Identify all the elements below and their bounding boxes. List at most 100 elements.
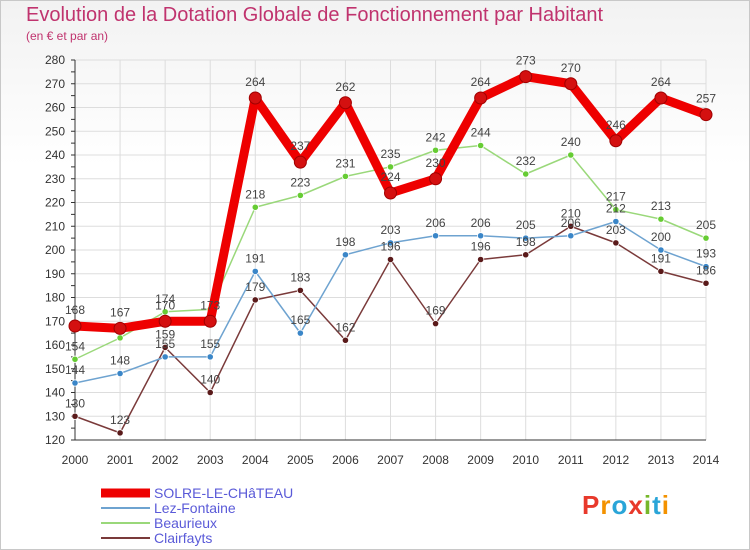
data-label: 203 bbox=[380, 223, 400, 237]
series-point bbox=[296, 286, 304, 294]
data-label: 217 bbox=[606, 190, 626, 204]
series-point bbox=[71, 355, 79, 363]
data-label: 173 bbox=[200, 298, 220, 312]
y-tick-label: 200 bbox=[45, 243, 65, 257]
x-tick-label: 2006 bbox=[332, 453, 359, 467]
series-point bbox=[116, 334, 124, 342]
series-point bbox=[341, 251, 350, 259]
y-tick-label: 140 bbox=[45, 386, 65, 400]
series-point bbox=[386, 239, 395, 247]
data-label: 196 bbox=[380, 240, 400, 254]
series-point bbox=[609, 134, 623, 148]
series-point bbox=[567, 222, 575, 230]
series-point bbox=[161, 343, 169, 351]
x-tick-label: 2005 bbox=[287, 453, 314, 467]
data-label: 198 bbox=[335, 235, 355, 249]
data-label: 191 bbox=[245, 251, 265, 265]
data-label: 237 bbox=[290, 139, 310, 153]
logo-letter: i bbox=[643, 490, 653, 520]
series-point bbox=[161, 353, 169, 361]
series-point bbox=[71, 379, 79, 387]
data-label: 191 bbox=[651, 251, 671, 265]
x-tick-label: 2011 bbox=[558, 453, 584, 467]
chart-title: Evolution de la Dotation Globale de Fonc… bbox=[26, 4, 604, 26]
series-point bbox=[203, 314, 217, 328]
y-tick-label: 220 bbox=[45, 196, 65, 210]
series-point bbox=[384, 186, 397, 200]
data-label: 264 bbox=[651, 75, 671, 89]
x-tick-label: 2010 bbox=[512, 453, 539, 467]
logo-letter: P bbox=[582, 490, 601, 520]
series-point bbox=[702, 234, 710, 242]
y-axis-ticks: 120 130 140 150 160 170 180 190 200 210 220 230 240 2… bbox=[45, 53, 65, 447]
series-point bbox=[338, 96, 352, 110]
x-tick-label: 2000 bbox=[62, 453, 89, 467]
logo-letter: o bbox=[611, 490, 629, 520]
data-label: 264 bbox=[471, 75, 491, 89]
series-point bbox=[251, 296, 259, 304]
y-tick-label: 190 bbox=[45, 267, 65, 281]
data-label: 148 bbox=[110, 354, 130, 368]
data-label: 169 bbox=[426, 304, 446, 318]
y-tick-label: 260 bbox=[45, 101, 65, 115]
y-tick-label: 280 bbox=[45, 53, 65, 67]
series-point bbox=[296, 329, 304, 337]
y-tick-label: 240 bbox=[45, 148, 65, 162]
data-label: 183 bbox=[290, 270, 310, 284]
series-point bbox=[567, 151, 575, 159]
data-label: 206 bbox=[561, 216, 581, 230]
data-label: 246 bbox=[606, 118, 626, 132]
series-point bbox=[567, 232, 575, 240]
logo-letter: r bbox=[600, 490, 612, 520]
legend-label-2: Beaurieux bbox=[154, 515, 217, 531]
data-label: 231 bbox=[335, 156, 355, 170]
series-point bbox=[248, 91, 262, 105]
data-label: 203 bbox=[606, 223, 626, 237]
data-label: 232 bbox=[516, 154, 536, 168]
logo-letter: i bbox=[661, 490, 670, 520]
legend: SOLRE-LE-CHâTEAULez-FontaineBeaurieuxCla… bbox=[101, 485, 293, 546]
series-point bbox=[519, 70, 533, 84]
data-label: 198 bbox=[516, 235, 536, 249]
x-tick-label: 2007 bbox=[377, 453, 404, 467]
series-point bbox=[699, 108, 713, 122]
series-point bbox=[341, 336, 350, 344]
data-label: 123 bbox=[110, 413, 130, 427]
series-point bbox=[702, 279, 710, 287]
logo-letter: t bbox=[652, 490, 662, 520]
x-tick-label: 2001 bbox=[107, 453, 134, 467]
series-point bbox=[477, 232, 485, 240]
series-point bbox=[564, 77, 578, 91]
series-point bbox=[702, 263, 710, 271]
series-point bbox=[429, 172, 443, 186]
y-tick-label: 250 bbox=[45, 124, 65, 138]
data-label: 212 bbox=[606, 202, 626, 216]
data-label: 155 bbox=[155, 337, 175, 351]
series-point bbox=[386, 163, 395, 171]
data-label: 206 bbox=[471, 216, 491, 230]
data-label: 167 bbox=[110, 305, 130, 319]
data-label: 196 bbox=[471, 240, 491, 254]
data-label: 154 bbox=[65, 339, 85, 353]
series-point bbox=[296, 191, 304, 199]
data-label: 257 bbox=[696, 92, 716, 106]
y-tick-label: 170 bbox=[45, 314, 65, 328]
series-point bbox=[158, 314, 172, 328]
legend-label-1: Lez-Fontaine bbox=[154, 500, 236, 516]
data-label: 242 bbox=[426, 130, 446, 144]
series-point bbox=[522, 234, 530, 242]
data-label: 223 bbox=[290, 175, 310, 189]
series-point bbox=[116, 369, 124, 378]
chart-subtitle: (en € et par an) bbox=[26, 29, 109, 43]
data-label: 206 bbox=[426, 216, 446, 230]
series-point bbox=[654, 91, 668, 105]
y-tick-label: 150 bbox=[45, 362, 65, 376]
axes bbox=[71, 59, 706, 441]
data-label: 262 bbox=[335, 80, 355, 94]
series-point bbox=[477, 141, 485, 150]
x-tick-label: 2009 bbox=[467, 453, 494, 467]
y-tick-label: 180 bbox=[45, 291, 65, 305]
proxiti-logo: Proxiti bbox=[582, 490, 670, 521]
